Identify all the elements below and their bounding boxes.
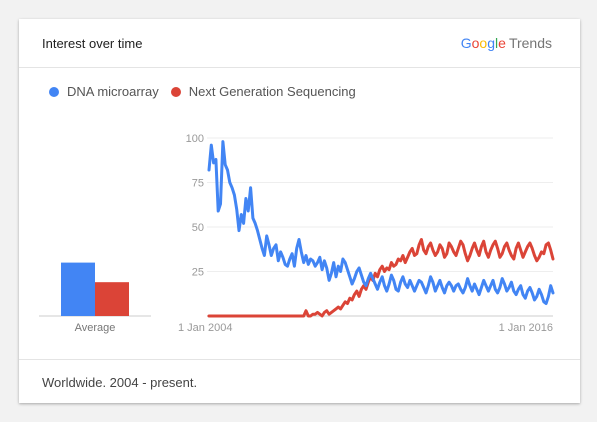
legend-dot-icon [49, 86, 59, 97]
average-bar [95, 282, 129, 316]
legend-label: DNA microarray [67, 84, 159, 99]
brand-letter: G [460, 35, 472, 51]
google-trends-logo: Google Trends [461, 35, 552, 51]
card-header: Interest over time Google Trends [19, 19, 580, 68]
region-and-period: Worldwide. 2004 - present. [42, 375, 198, 390]
average-label: Average [75, 322, 116, 334]
brand-letter: o [471, 35, 480, 51]
x-tick-label: 1 Jan 2004 [178, 322, 232, 334]
series-line [207, 140, 555, 305]
chart-legend: DNA microarray Next Generation Sequencin… [49, 84, 368, 99]
legend-item-next-generation-sequencing[interactable]: Next Generation Sequencing [170, 84, 356, 99]
y-tick-label: 25 [192, 267, 204, 279]
series-line [207, 238, 555, 318]
brand-letter: e [498, 35, 506, 51]
average-bar [61, 262, 95, 316]
y-tick-label: 100 [186, 133, 204, 145]
brand-letter: g [487, 35, 496, 51]
card-footer: Worldwide. 2004 - present. [19, 359, 580, 404]
interest-chart: 100 75 50 25 1 Jan 2004 1 Jan 2016 Average [39, 133, 555, 334]
brand-letter: o [479, 35, 488, 51]
legend-item-dna-microarray[interactable]: DNA microarray [49, 84, 159, 99]
x-tick-label: 1 Jan 2016 [499, 322, 553, 334]
brand-letter: l [495, 35, 499, 51]
trends-card: Interest over time Google Trends DNA micr… [19, 19, 580, 403]
y-tick-label: 75 [192, 178, 204, 190]
y-tick-label: 50 [192, 222, 204, 234]
legend-dot-icon [170, 86, 181, 97]
legend-label: Next Generation Sequencing [188, 84, 356, 99]
google-wordmark: Google [461, 35, 506, 51]
trends-wordmark: Trends [508, 35, 552, 51]
card-title: Interest over time [42, 36, 143, 51]
